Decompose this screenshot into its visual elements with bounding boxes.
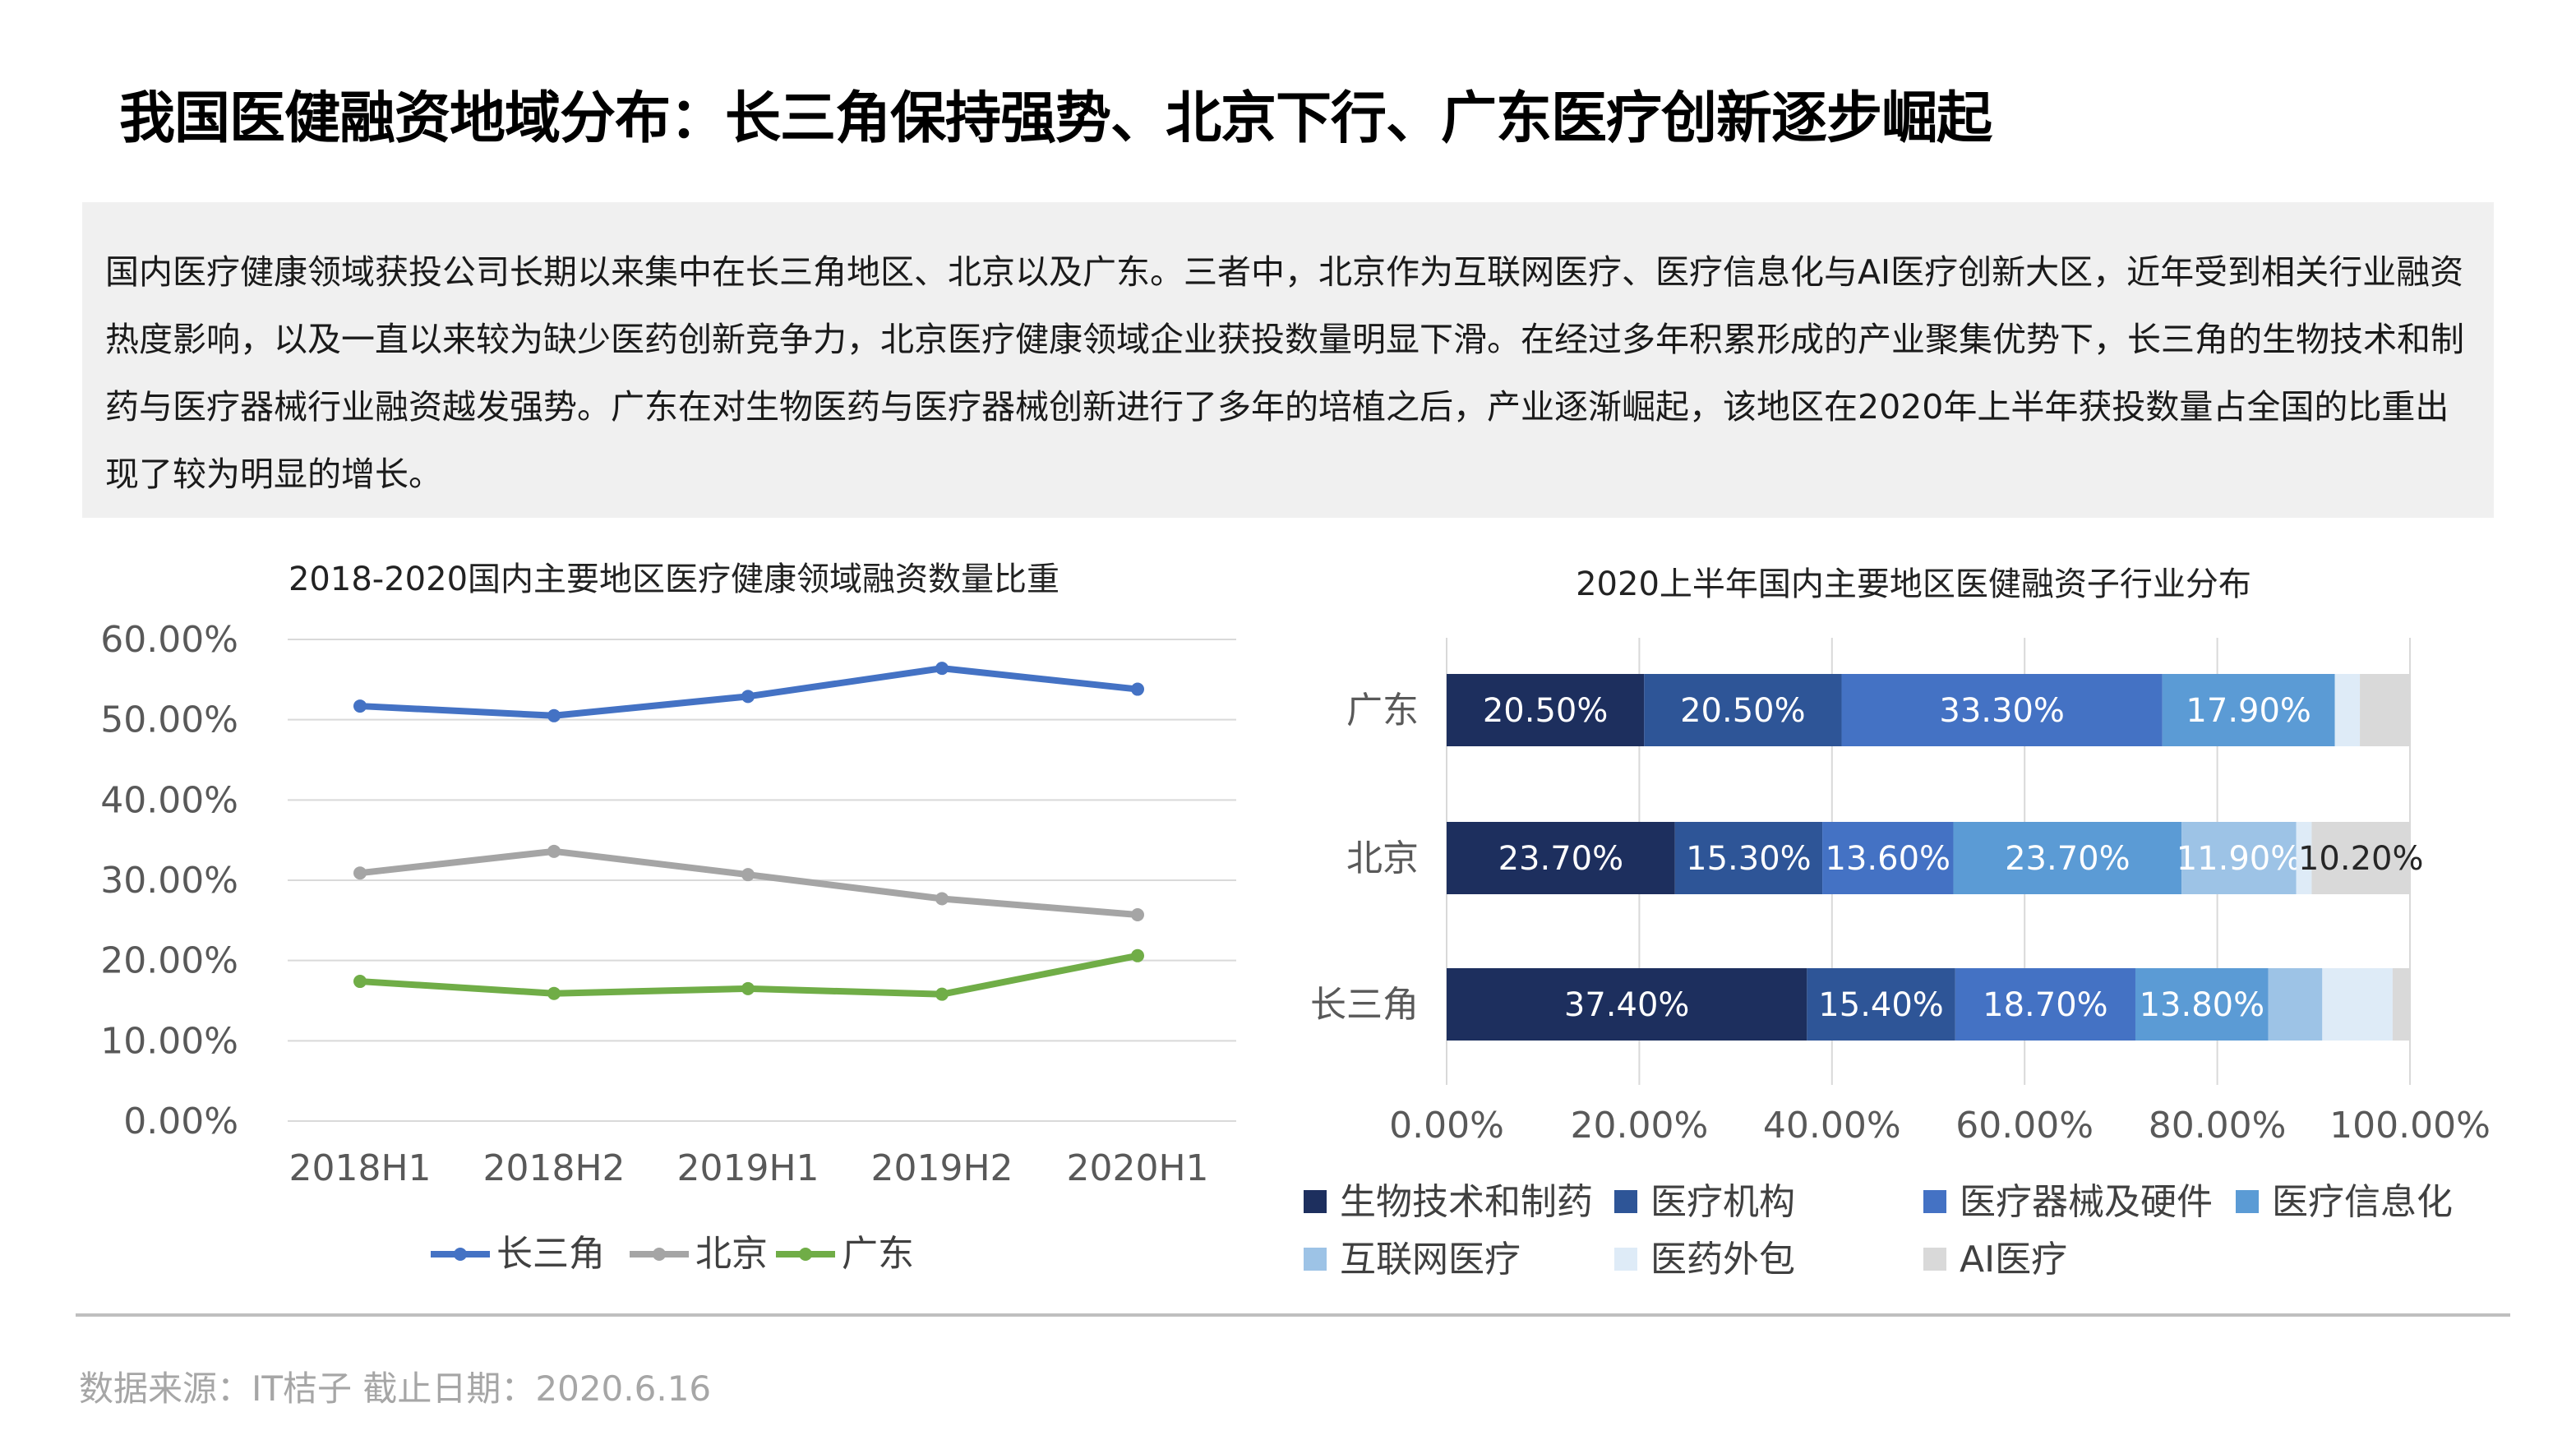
bar-segment [2311, 822, 2410, 894]
data-point [547, 708, 561, 722]
x-tick-label: 60.00% [1955, 1105, 2094, 1147]
bar-segment [2392, 968, 2410, 1041]
category-label: 广东 [1346, 690, 1419, 731]
x-tick-label: 20.00% [1571, 1105, 1709, 1147]
bar-segment [1447, 674, 1645, 746]
x-tick-label: 40.00% [1763, 1105, 1901, 1147]
legend-swatch [1304, 1248, 1327, 1271]
bar-segment [1807, 968, 1955, 1041]
bar-segment [1953, 822, 2182, 894]
y-tick-label: 60.00% [100, 619, 238, 661]
legend-marker [653, 1248, 666, 1261]
data-label: 37.40% [1564, 986, 1690, 1024]
bar-segment [2268, 968, 2323, 1041]
page-title: 我国医健融资地域分布：长三角保持强势、北京下行、广东医疗创新逐步崛起 [119, 86, 1992, 151]
data-point [547, 986, 561, 1000]
data-label: 20.50% [1680, 692, 1806, 730]
legend-marker [454, 1248, 467, 1261]
data-label: 13.60% [1826, 840, 1951, 878]
y-tick-label: 10.00% [100, 1020, 238, 1062]
data-point [353, 975, 367, 989]
data-label: 20.50% [1483, 692, 1609, 730]
y-tick-label: 20.00% [100, 940, 238, 982]
legend-label: 广东 [842, 1233, 914, 1275]
legend-label: 医药外包 [1650, 1239, 1795, 1281]
category-label: 长三角 [1310, 984, 1419, 1026]
y-tick-label: 0.00% [123, 1101, 238, 1142]
bar-segment [2181, 822, 2297, 894]
bar-segment [2322, 968, 2393, 1041]
x-tick-label: 2018H1 [289, 1147, 431, 1189]
legend-swatch [1923, 1248, 1946, 1271]
x-tick-label: 100.00% [2329, 1105, 2491, 1147]
x-tick-label: 80.00% [2149, 1105, 2287, 1147]
data-label: 18.70% [1983, 986, 2108, 1024]
data-point [353, 699, 367, 713]
x-tick-label: 2019H1 [676, 1147, 819, 1189]
bar-segment [2162, 674, 2335, 746]
bar-segment [2135, 968, 2269, 1041]
legend-marker [799, 1248, 812, 1261]
summary-box: 国内医疗健康领域获投公司长期以来集中在长三角地区、北京以及广东。三者中，北京作为… [82, 202, 2494, 518]
y-tick-label: 40.00% [100, 779, 238, 821]
line-chart-title: 2018-2020国内主要地区医疗健康领域融资数量比重 [288, 561, 1060, 598]
bar-segment [2360, 674, 2410, 746]
legend-swatch [2236, 1190, 2259, 1213]
y-tick-label: 50.00% [100, 699, 238, 741]
bar-segment [1841, 674, 2163, 746]
legend-label: 医疗器械及硬件 [1960, 1181, 2213, 1223]
legend-swatch [1614, 1190, 1637, 1213]
legend-swatch [1614, 1248, 1637, 1271]
bar-segment [2334, 674, 2361, 746]
data-label: 23.70% [2005, 840, 2131, 878]
bar-segment [1447, 968, 1807, 1041]
data-point [1131, 948, 1144, 962]
bar-segment [1644, 674, 1842, 746]
legend-label: 医疗信息化 [2272, 1181, 2453, 1223]
bar-segment [2296, 822, 2312, 894]
bar-segment [1822, 822, 1954, 894]
data-label: 10.20% [2298, 840, 2424, 878]
category-label: 北京 [1346, 838, 1419, 879]
data-source: 数据来源：IT桔子 截止日期：2020.6.16 [79, 1368, 712, 1409]
bar-chart-title: 2020上半年国内主要地区医健融资子行业分布 [1576, 565, 2251, 603]
data-label: 13.80% [2140, 986, 2265, 1024]
data-label: 23.70% [1498, 840, 1624, 878]
legend-label: 北京 [695, 1233, 768, 1275]
data-point [741, 690, 755, 704]
footer-divider [76, 1313, 2510, 1317]
legend-label: 长三角 [496, 1233, 605, 1275]
data-point [935, 662, 949, 676]
x-tick-label: 0.00% [1389, 1105, 1504, 1147]
data-point [741, 868, 755, 882]
data-label: 33.30% [1939, 692, 2065, 730]
data-point [547, 844, 561, 858]
data-label: 11.90% [2177, 840, 2302, 878]
y-tick-label: 30.00% [100, 860, 238, 902]
data-point [741, 981, 755, 995]
legend-swatch [1304, 1190, 1327, 1213]
x-tick-label: 2018H2 [482, 1147, 625, 1189]
x-tick-label: 2020H1 [1066, 1147, 1208, 1189]
data-label: 17.90% [2186, 692, 2311, 730]
bar-segment [1955, 968, 2135, 1041]
data-point [935, 987, 949, 1001]
data-point [1131, 907, 1144, 921]
legend-label: 互联网医疗 [1340, 1239, 1521, 1281]
x-tick-label: 2019H2 [870, 1147, 1013, 1189]
data-point [935, 892, 949, 906]
series-line-1 [359, 847, 1138, 918]
data-label: 15.30% [1686, 840, 1812, 878]
legend-label: 医疗机构 [1650, 1181, 1795, 1223]
bar-segment [1674, 822, 1823, 894]
data-point [353, 866, 367, 880]
legend-swatch [1923, 1190, 1946, 1213]
summary-text: 国内医疗健康领域获投公司长期以来集中在长三角地区、北京以及广东。三者中，北京作为… [105, 252, 2464, 494]
data-point [1131, 682, 1144, 696]
legend-label: AI医疗 [1960, 1239, 2067, 1281]
bar-segment [1447, 822, 1675, 894]
data-label: 15.40% [1818, 986, 1944, 1024]
legend-label: 生物技术和制药 [1340, 1181, 1593, 1223]
